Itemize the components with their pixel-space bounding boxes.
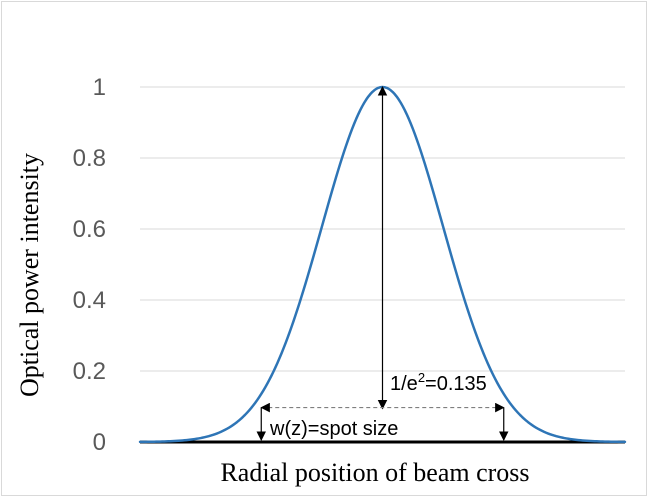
width-label: w(z)=spot size [269, 418, 398, 440]
x-axis-title: Radial position of beam cross [220, 458, 529, 487]
y-tick-label-5: 1 [93, 74, 106, 101]
y-tick-label-2: 0.4 [73, 287, 106, 314]
y-tick-label-1: 0.2 [73, 358, 106, 385]
y-tick-label-0: 0 [93, 429, 106, 456]
y-axis-title: Optical power intensity [15, 153, 44, 397]
y-tick-label-3: 0.6 [73, 216, 106, 243]
annotations: 1/e2=0.135 w(z)=spot size [256, 86, 509, 441]
y-tick-labels: 0 0.2 0.4 0.6 0.8 1 [73, 74, 106, 456]
y-tick-label-4: 0.8 [73, 145, 106, 172]
peak-label: 1/e2=0.135 [390, 370, 487, 395]
